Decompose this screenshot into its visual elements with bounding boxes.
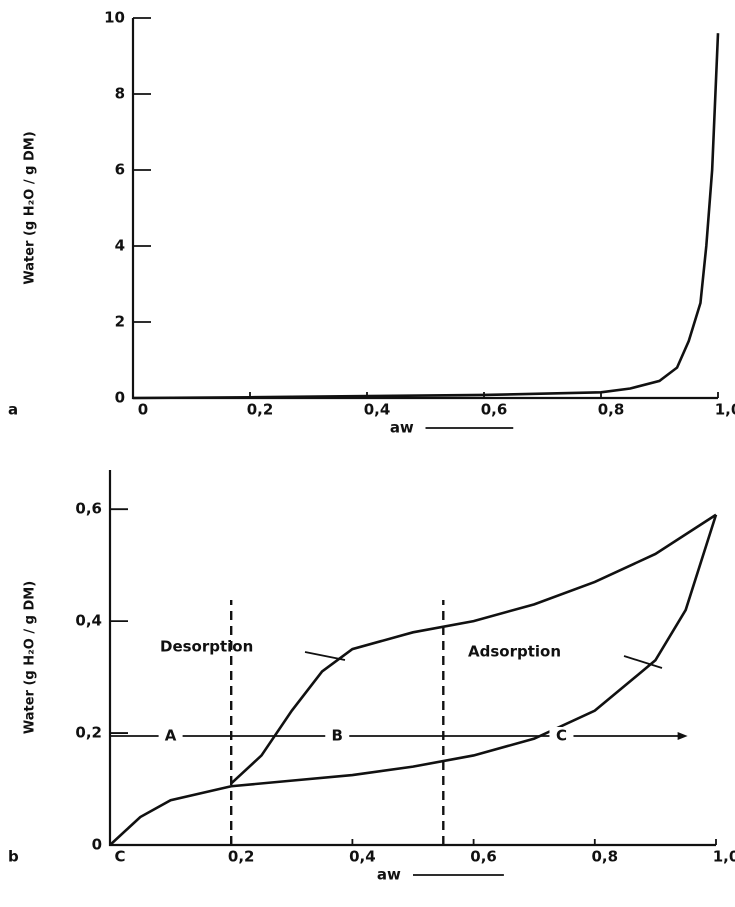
- series-label: Desorption: [160, 638, 253, 656]
- leader: [304, 651, 346, 661]
- y-tick-label: 10: [104, 9, 125, 27]
- curve: [109, 514, 718, 846]
- zone-label: B: [332, 727, 343, 745]
- x-axis-label: aw: [390, 419, 414, 437]
- y-tick-label: 8: [115, 85, 125, 103]
- y-tick-label: 0,6: [75, 500, 102, 518]
- x-tick-label: 1,0: [713, 848, 735, 866]
- x-axis-label: aw: [377, 866, 401, 884]
- series-label: Adsorption: [468, 643, 561, 661]
- x-tick-label: 0: [138, 401, 148, 419]
- axes: [108, 470, 716, 847]
- zone-label: C: [556, 727, 567, 745]
- y-axis-label: Water (g H₂O / g DM): [23, 581, 38, 734]
- x-tick-label: 1,0: [715, 401, 735, 419]
- arrow-head: [677, 732, 688, 740]
- x-tick-label: 0,6: [470, 848, 497, 866]
- panel-label: b: [8, 848, 19, 866]
- x-tick-label: 0,4: [364, 401, 391, 419]
- x-tick-label: 0,4: [349, 848, 376, 866]
- zone-label-bg: [158, 727, 183, 745]
- curve: [132, 33, 720, 400]
- zone-label-bg: [549, 727, 574, 745]
- panel-label: a: [8, 401, 18, 419]
- leader: [623, 655, 663, 669]
- x-tick-label: 0,8: [598, 401, 625, 419]
- y-tick-label: 0: [92, 836, 102, 854]
- x-tick-label: C: [114, 848, 125, 866]
- zone-label: A: [165, 727, 177, 745]
- y-tick-label: 6: [115, 161, 125, 179]
- y-tick-label: 2: [115, 313, 125, 331]
- axes: [131, 18, 718, 400]
- curve: [230, 513, 717, 785]
- y-axis-label: Water (g H₂O / g DM): [23, 131, 38, 284]
- x-tick-label: 0,2: [247, 401, 274, 419]
- y-tick-label: 0: [115, 389, 125, 407]
- zone-label-bg: [325, 727, 350, 745]
- y-tick-label: 0,4: [75, 612, 102, 630]
- x-tick-label: 0,2: [228, 848, 255, 866]
- y-tick-label: 0,2: [75, 724, 102, 742]
- y-tick-label: 4: [115, 237, 125, 255]
- x-tick-label: 0,6: [481, 401, 508, 419]
- x-tick-label: 0,8: [592, 848, 619, 866]
